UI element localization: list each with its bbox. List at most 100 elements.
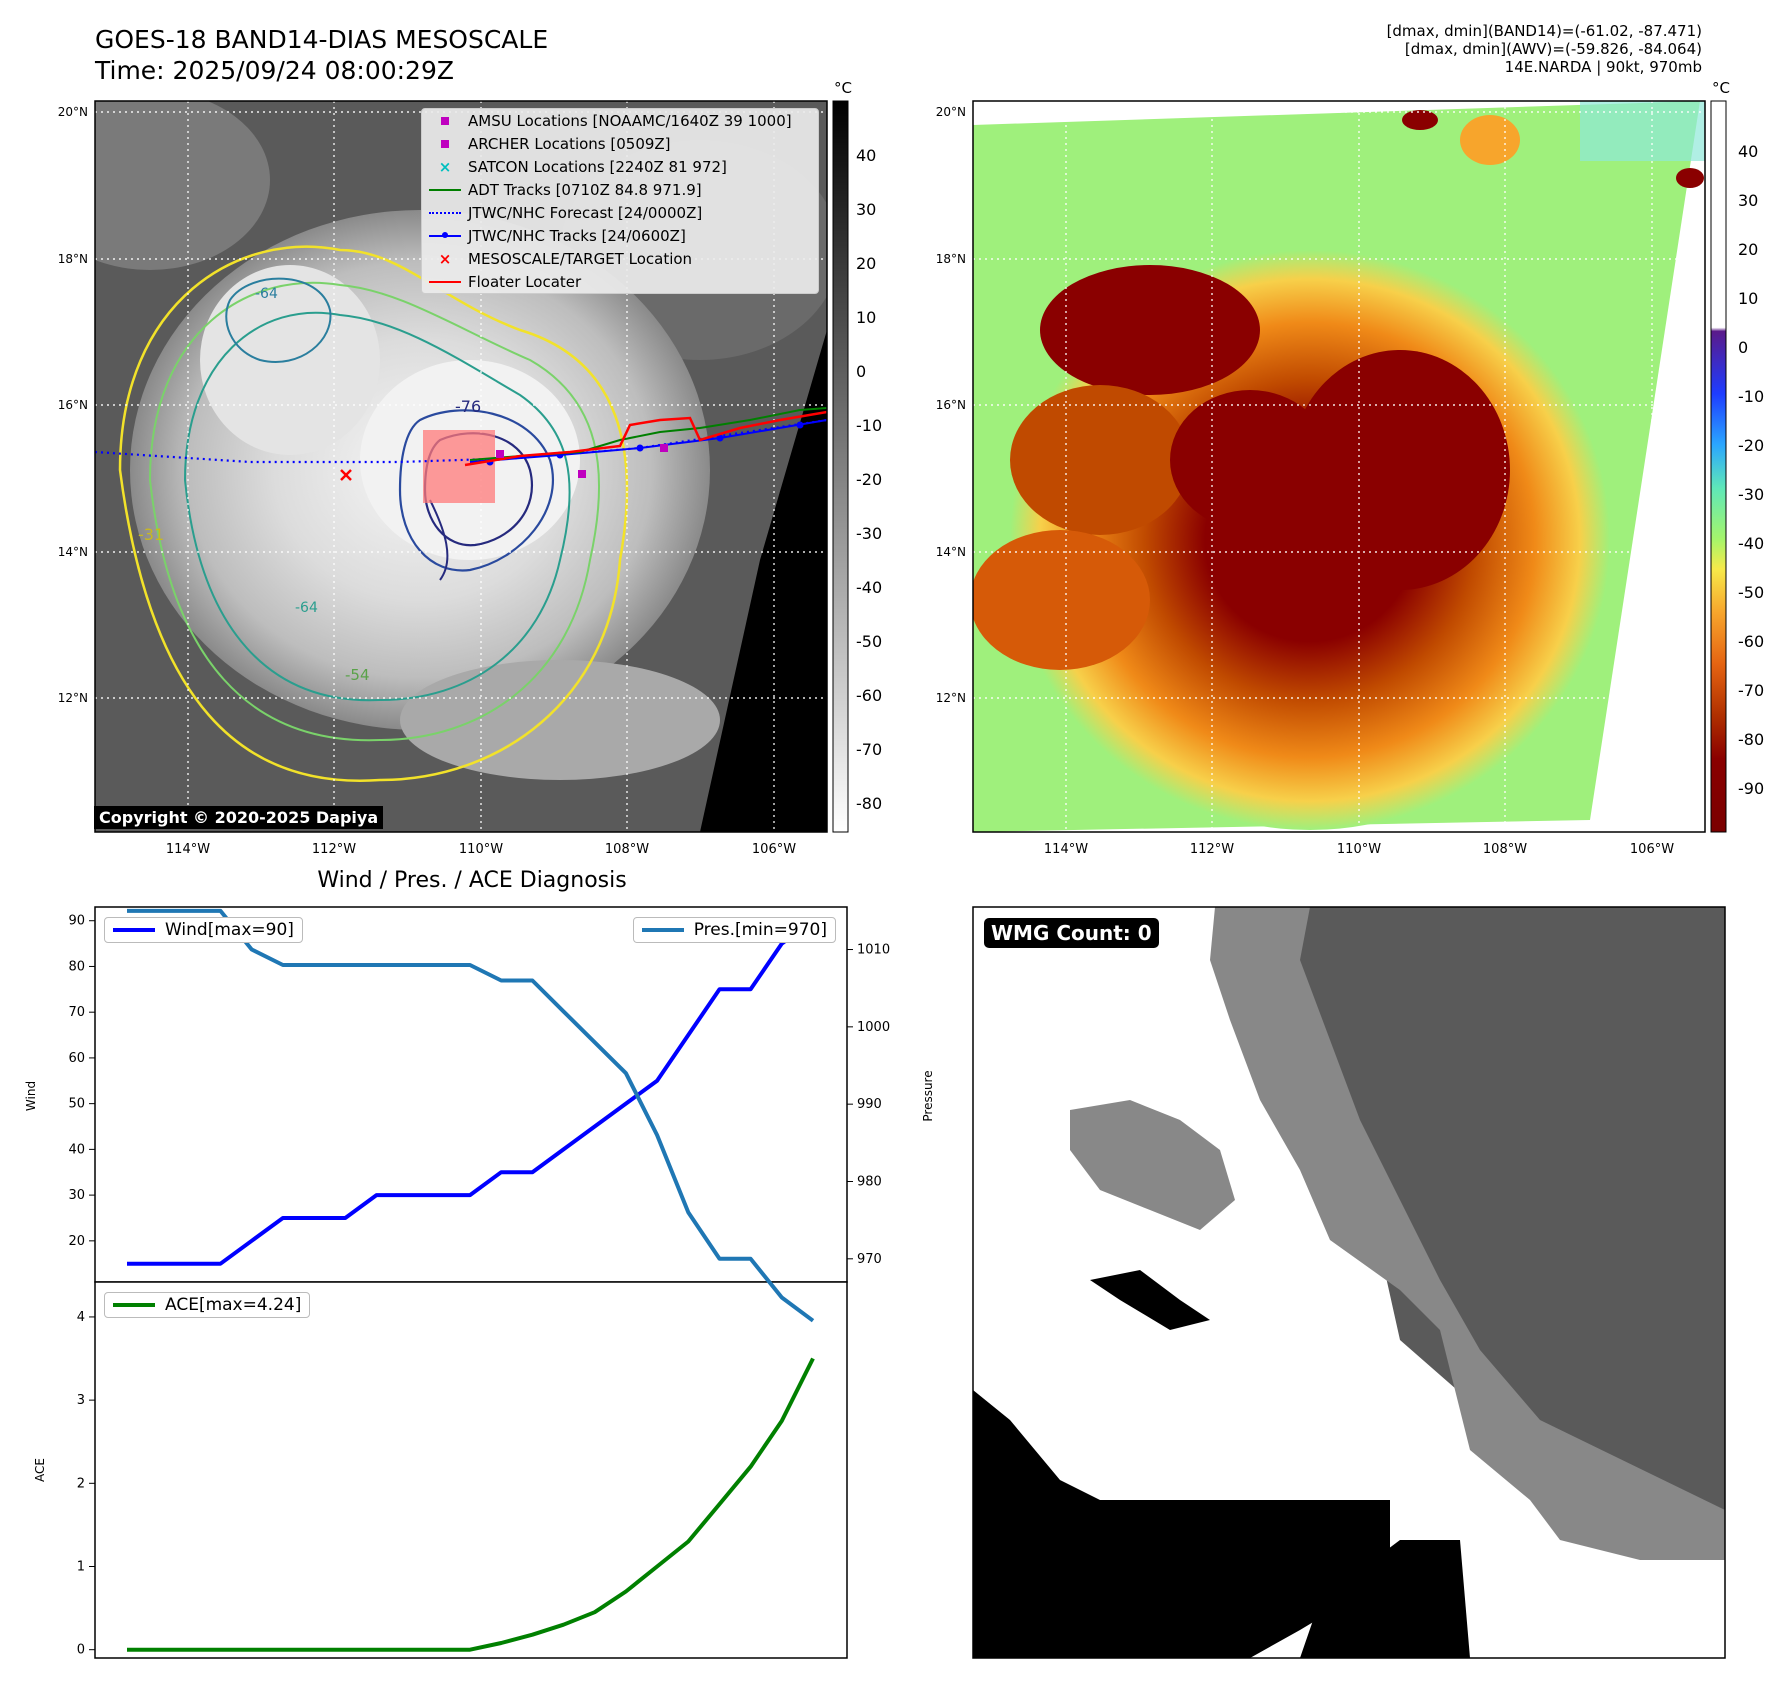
dias-map-frame (972, 100, 1706, 833)
diag-title: Wind / Pres. / ACE Diagnosis (317, 868, 626, 893)
pressure-legend-label: Pres.[min=970] (693, 920, 827, 940)
colorbar-left-tick: 40 (856, 146, 876, 165)
legend-item-archer: ARCHER Locations [0509Z] (422, 132, 818, 155)
blue-dotted-line-icon (428, 211, 462, 214)
wmg-panel (973, 907, 1725, 1658)
ace-ylabel: ACE (33, 1458, 47, 1482)
axis-tick-label: 90 (68, 914, 85, 929)
colorbar-left-tick: -80 (856, 794, 882, 813)
colorbar-right-tick: -10 (1738, 387, 1764, 406)
lon-label: 108°W (1483, 842, 1527, 857)
legend-label: Floater Locater (468, 272, 582, 291)
wind-legend-label: Wind[max=90] (165, 920, 294, 940)
colorbar-left-tick: -30 (856, 524, 882, 543)
colorbar-right (1710, 100, 1727, 833)
legend-item-floater: Floater Locater (422, 270, 818, 293)
colorbar-right-tick: -60 (1738, 632, 1764, 651)
magenta-square-icon (428, 116, 462, 125)
lon-label: 114°W (1044, 842, 1088, 857)
axis-tick-label: 980 (857, 1174, 882, 1189)
green-line-icon (113, 1303, 155, 1307)
ace-legend-label: ACE[max=4.24] (165, 1295, 302, 1315)
legend-label: JTWC/NHC Forecast [24/0000Z] (468, 203, 703, 222)
contour-label: -76 (455, 397, 481, 416)
legend-label: ADT Tracks [0710Z 84.8 971.9] (468, 180, 702, 199)
lon-label: 112°W (312, 842, 356, 857)
pressure-ylabel: Pressure (921, 1070, 935, 1121)
wmg-count-badge: WMG Count: 0 (984, 918, 1159, 948)
colorbar-left-tick: 30 (856, 200, 876, 219)
colorbar-left-tick: -70 (856, 740, 882, 759)
legend-label: MESOSCALE/TARGET Location (468, 249, 693, 268)
axis-tick-label: 2 (77, 1476, 85, 1491)
lon-label: 106°W (1630, 842, 1674, 857)
lon-label: 114°W (166, 842, 210, 857)
ace-frame (94, 1281, 848, 1659)
colorbar-left-tick: 20 (856, 254, 876, 273)
wmg-frame (972, 906, 1726, 1659)
blue-line-icon (113, 928, 155, 932)
lon-label: 112°W (1190, 842, 1234, 857)
colorbar-right-tick: -20 (1738, 436, 1764, 455)
colorbar-left-unit: °C (834, 79, 852, 97)
dias-map-panel (973, 101, 1705, 832)
wind-legend: Wind[max=90] (104, 917, 303, 943)
lat-label: 18°N (58, 252, 88, 266)
axis-tick-label: 1000 (857, 1020, 890, 1035)
axis-tick-label: 1010 (857, 943, 890, 958)
pressure-legend: Pres.[min=970] (632, 917, 836, 943)
chart-time: Time: 2025/09/24 08:00:29Z (95, 56, 454, 85)
legend-label: AMSU Locations [NOAAMC/1640Z 39 1000] (468, 111, 792, 130)
colorbar-left-tick: -20 (856, 470, 882, 489)
colorbar-right-tick: -80 (1738, 730, 1764, 749)
axis-tick-label: 40 (68, 1142, 85, 1157)
ace-axis-ticks: 0 1 2 3 4 (77, 1310, 95, 1658)
chart-title: GOES-18 BAND14-DIAS MESOSCALE (95, 25, 549, 54)
contour-label: -54 (345, 666, 370, 684)
legend-label: SATCON Locations [2240Z 81 972] (468, 157, 727, 176)
axis-tick-label: 1 (77, 1559, 85, 1574)
lon-label: 110°W (1337, 842, 1381, 857)
lat-label: 14°N (936, 545, 966, 559)
colorbar-right-tick: -50 (1738, 583, 1764, 602)
info-band14-range: [dmax, dmin](BAND14)=(-61.02, -87.471) (1386, 22, 1702, 40)
axis-tick-label: 60 (68, 1051, 85, 1066)
green-line-icon (428, 188, 462, 191)
colorbar-right-tick: 30 (1738, 191, 1758, 210)
axis-tick-label: 30 (68, 1188, 85, 1203)
wind-axis-ticks: 20 30 40 50 60 70 80 90 (68, 914, 95, 1249)
lat-label: 16°N (58, 398, 88, 412)
legend-item-tracks: JTWC/NHC Tracks [24/0600Z] (422, 224, 818, 247)
steelblue-line-icon (641, 928, 684, 932)
lon-label: 106°W (752, 842, 796, 857)
legend-item-amsu: AMSU Locations [NOAAMC/1640Z 39 1000] (422, 109, 818, 132)
colorbar-left-tick: -10 (856, 416, 882, 435)
colorbar-right-unit: °C (1712, 79, 1730, 97)
lat-label: 14°N (58, 545, 88, 559)
contour-label: -64 (255, 286, 278, 302)
colorbar-left-tick: 10 (856, 308, 876, 327)
ace-series-line (127, 1357, 815, 1652)
lat-label: 16°N (936, 398, 966, 412)
legend-item-satcon: × SATCON Locations [2240Z 81 972] (422, 155, 818, 178)
contour-label: -64 (295, 600, 318, 616)
colorbar-right-tick: -90 (1738, 779, 1764, 798)
colorbar-right-ticks: 40 30 20 10 0 -10 -20 -30 -40 -50 -60 -7… (1738, 142, 1764, 798)
colorbar-right-tick: 20 (1738, 240, 1758, 259)
info-awv-range: [dmax, dmin](AWV)=(-59.826, -84.064) (1404, 40, 1702, 58)
contour-label: -31 (138, 525, 164, 544)
map-legend: AMSU Locations [NOAAMC/1640Z 39 1000] AR… (421, 108, 819, 294)
axis-tick-label: 80 (68, 959, 85, 974)
axis-tick-label: 3 (77, 1393, 85, 1408)
legend-label: ARCHER Locations [0509Z] (468, 134, 671, 153)
lon-label: 108°W (605, 842, 649, 857)
magenta-square-icon (428, 139, 462, 148)
wind-pres-frame (94, 906, 848, 1283)
colorbar-left (832, 100, 849, 833)
lat-label: 18°N (936, 252, 966, 266)
axis-tick-label: 70 (68, 1005, 85, 1020)
colorbar-right-tick: 0 (1738, 338, 1748, 357)
ir-map-frame (94, 100, 828, 833)
red-x-icon: × (438, 249, 452, 268)
